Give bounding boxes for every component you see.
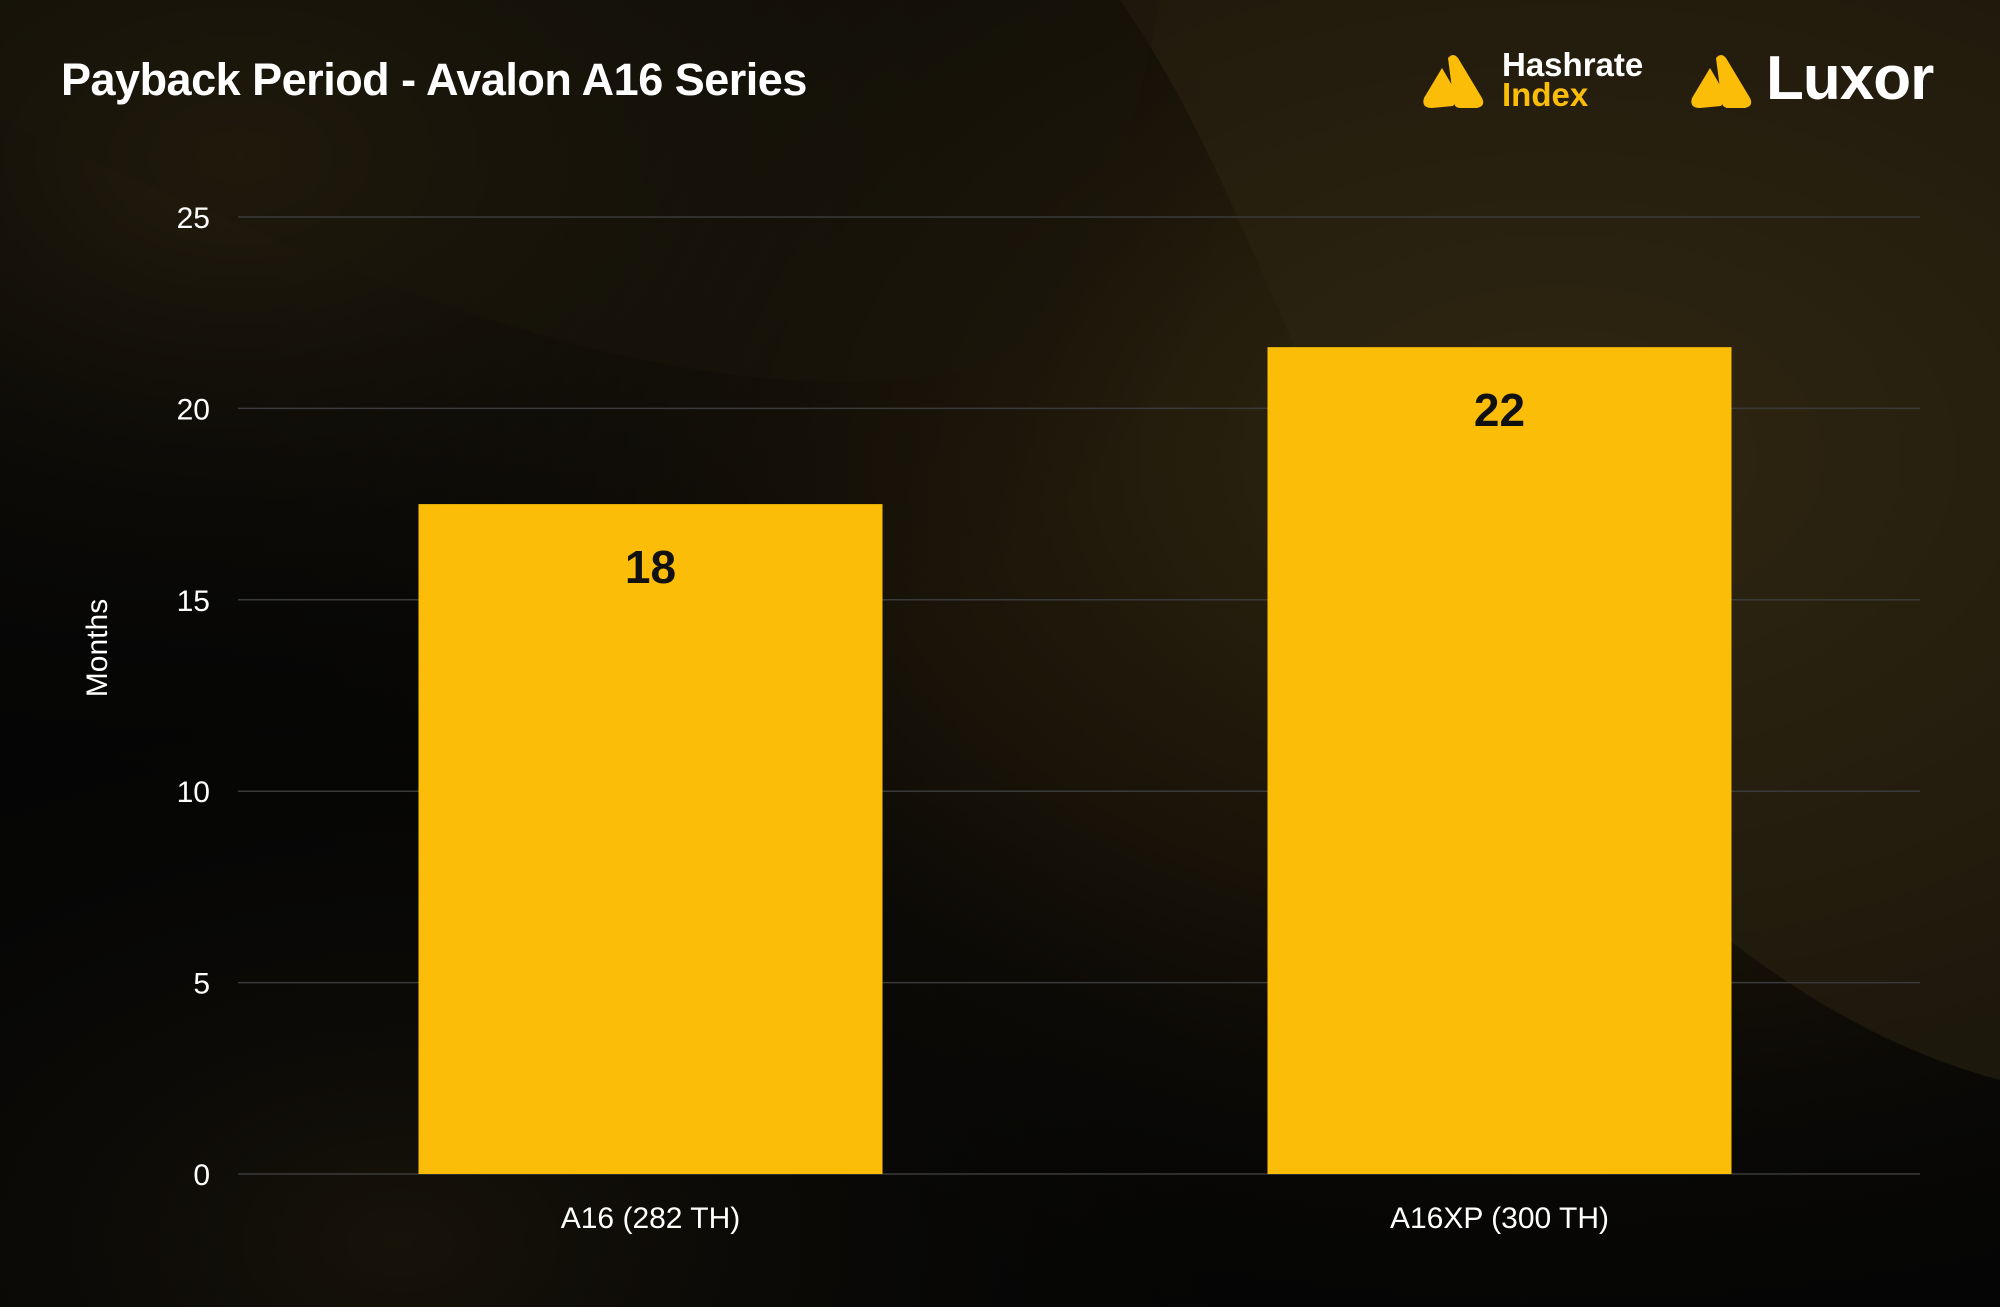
y-tick-label: 20 <box>177 393 210 426</box>
x-category-label: A16XP (300 TH) <box>1390 1202 1609 1235</box>
y-tick-label: 15 <box>177 585 210 618</box>
y-tick-label: 5 <box>193 968 210 1001</box>
y-tick-label: 25 <box>177 202 210 235</box>
bar <box>418 504 883 1175</box>
x-category-label: A16 (282 TH) <box>561 1202 741 1235</box>
y-tick-label: 10 <box>177 776 210 809</box>
y-axis-ticks: 0 5 10 15 20 25 <box>177 202 210 1192</box>
x-axis-categories: A16 (282 TH) A16XP (300 TH) <box>561 1202 1609 1235</box>
bars <box>418 347 1732 1175</box>
bar-value-label: 18 <box>625 541 676 593</box>
y-tick-label: 0 <box>193 1159 210 1192</box>
hashrate-index-line2: Index <box>1502 76 1589 113</box>
chart-title: Payback Period - Avalon A16 Series <box>61 54 807 105</box>
bar-value-label: 22 <box>1474 384 1525 436</box>
luxor-logo-icon <box>1691 55 1752 108</box>
luxor-logo: Luxor <box>1688 46 1948 116</box>
y-axis-title: Months <box>81 599 114 697</box>
bar <box>1267 347 1732 1175</box>
hashrate-index-logo: Hashrate Index <box>1420 48 1665 118</box>
hashrate-index-logo-icon <box>1423 55 1484 108</box>
hashrate-index-line1: Hashrate <box>1502 46 1644 83</box>
luxor-wordmark: Luxor <box>1766 44 1934 113</box>
